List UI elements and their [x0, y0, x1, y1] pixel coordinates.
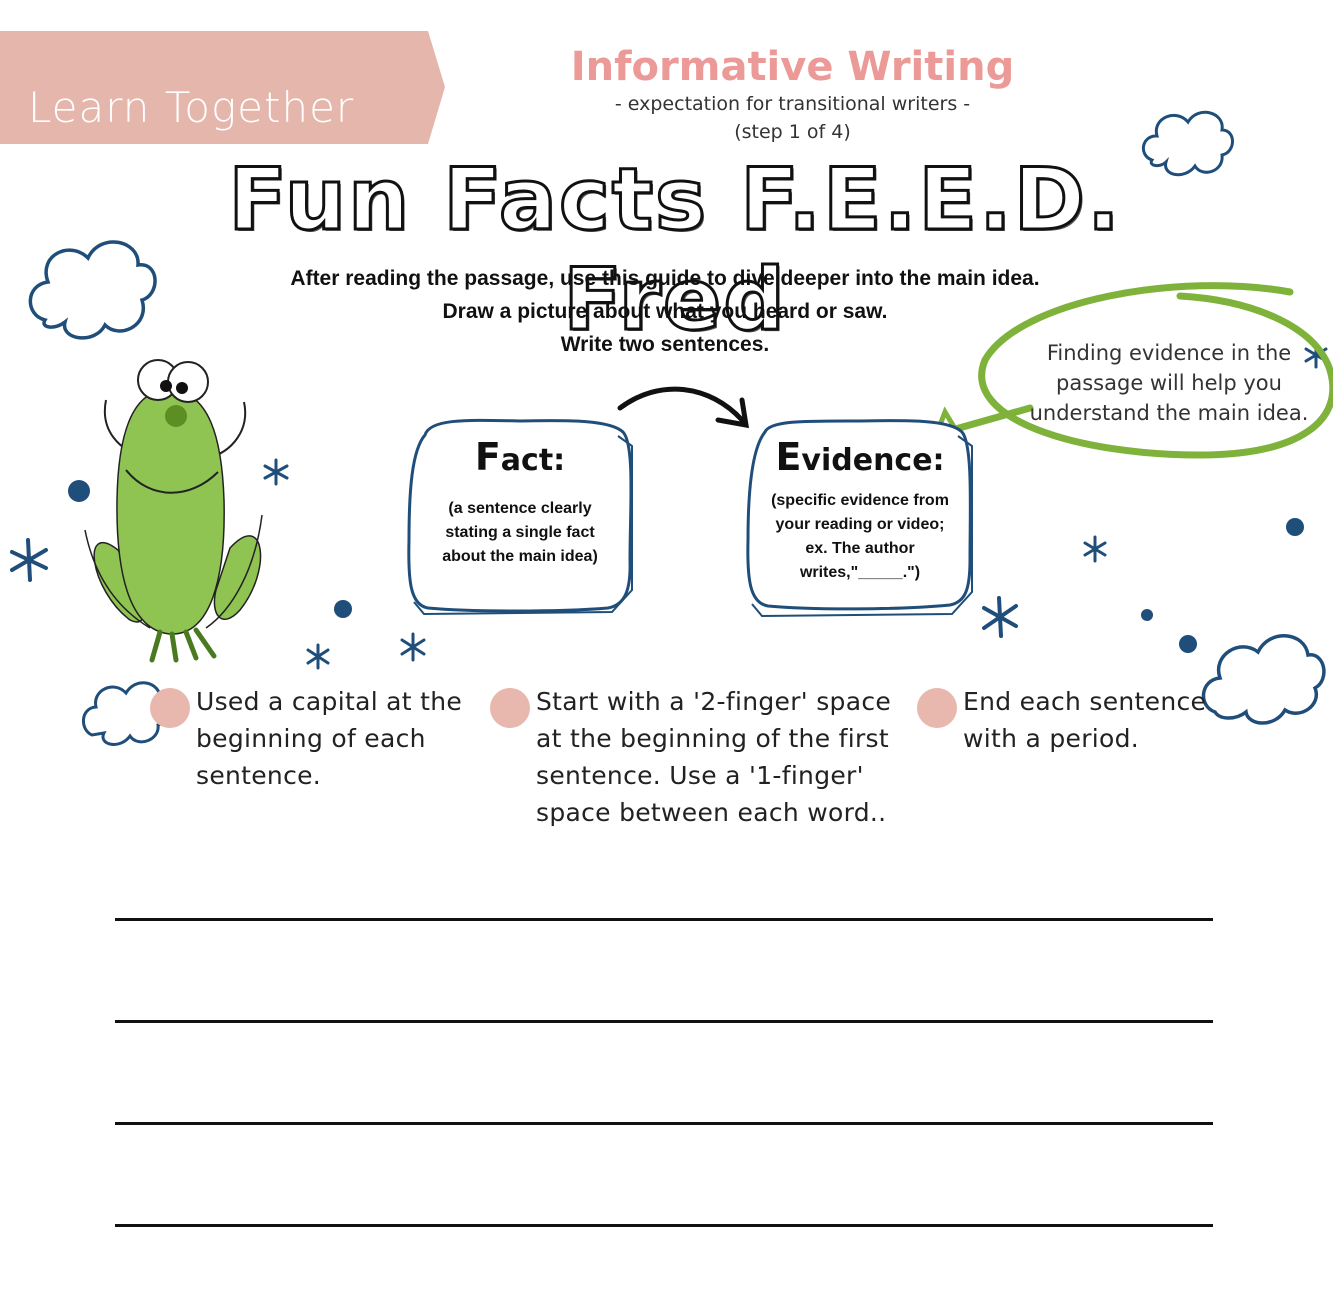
writing-line[interactable]	[115, 1020, 1213, 1023]
fact-description: (a sentence clearly stating a single fac…	[442, 500, 598, 565]
writing-line[interactable]	[115, 1224, 1213, 1227]
rule-text: Start with a '2-finger' space at the beg…	[536, 687, 892, 827]
banner-label: Learn Together	[28, 83, 355, 132]
asterisk-icon	[982, 596, 1018, 638]
dot-icon	[68, 480, 1304, 653]
header: Informative Writing - expectation for tr…	[520, 44, 1065, 146]
rule-text: End each sentence with a period.	[963, 687, 1207, 753]
evidence-title-rest: vidence:	[801, 443, 945, 478]
asterisk-icon	[306, 643, 330, 670]
fact-title-rest: act:	[500, 443, 566, 478]
arrow-icon	[617, 386, 750, 429]
fact-card-title: Fact:	[425, 435, 615, 479]
evidence-initial: E	[775, 435, 802, 479]
learn-together-banner: Learn Together	[0, 31, 445, 144]
instruction-line: Write two sentences.	[560, 333, 770, 356]
worksheet-heading: Fun Facts F.E.E.D. Fred	[227, 149, 1122, 352]
banner-shape	[0, 31, 445, 144]
fact-card	[407, 418, 633, 616]
evidence-card-content: Evidence: (specific evidence from your r…	[765, 435, 955, 585]
asterisk-icon	[10, 538, 48, 582]
frog-illustration	[84, 359, 263, 663]
fact-initial: F	[474, 435, 501, 479]
asterisk-icon	[400, 632, 426, 662]
writing-line[interactable]	[115, 1122, 1213, 1125]
cloud-icon	[28, 240, 157, 340]
page-subtitle: - expectation for transitional writers -	[614, 93, 971, 115]
rule-text: Used a capital at the beginning of each …	[196, 687, 463, 790]
evidence-note: Finding evidence in the passage will hel…	[1029, 341, 1309, 425]
evidence-description: (specific evidence from your reading or …	[771, 492, 949, 581]
cloud-icon	[1201, 634, 1326, 725]
instructions: After reading the passage, use this guid…	[230, 262, 1100, 361]
dot-icon	[490, 688, 530, 728]
fact-card-content: Fact: (a sentence clearly stating a sing…	[425, 435, 615, 569]
dot-icon	[917, 688, 957, 728]
evidence-card	[746, 419, 973, 618]
dot-icon	[150, 688, 190, 728]
step-indicator: (step 1 of 4)	[734, 121, 851, 143]
instruction-line: Draw a picture about what you heard or s…	[442, 300, 888, 323]
writing-line[interactable]	[115, 918, 1213, 921]
page-title: Informative Writing	[570, 44, 1015, 90]
cloud-icon	[1141, 110, 1234, 177]
asterisk-icon	[263, 458, 289, 486]
evidence-card-title: Evidence:	[765, 435, 955, 479]
instruction-line: After reading the passage, use this guid…	[290, 267, 1040, 290]
asterisk-icon	[1083, 535, 1107, 563]
